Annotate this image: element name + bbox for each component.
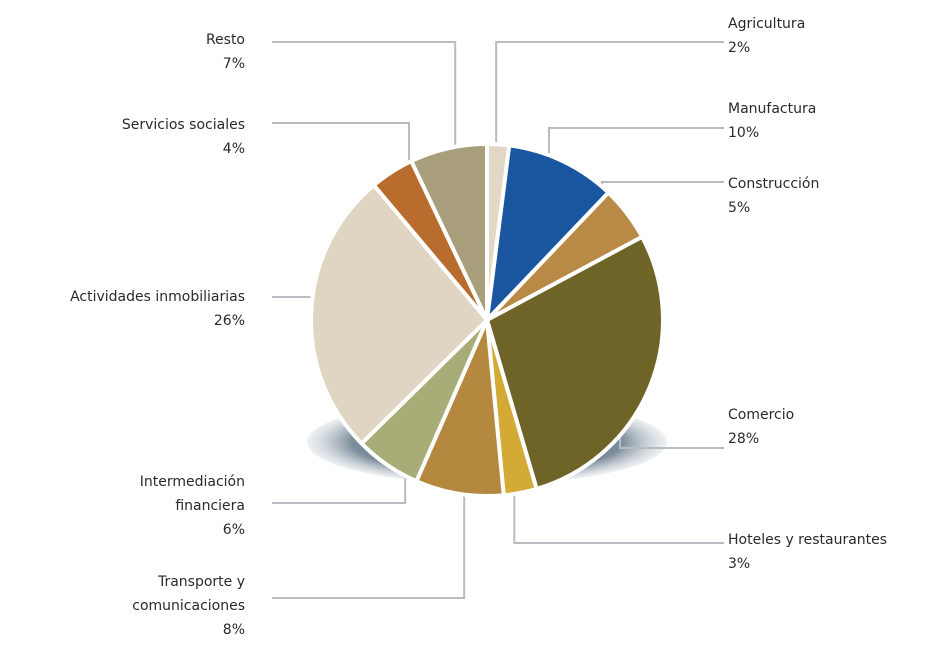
category-label: Construcción: [728, 176, 820, 192]
leader-line: [272, 41, 457, 180]
slice-label: Resto 7%: [15, 28, 245, 76]
slice-label: Agricultura 2%: [728, 12, 934, 60]
value-label: 3%: [728, 556, 751, 572]
slice-label: Manufactura 10%: [728, 97, 934, 145]
category-label: Transporte y comunicaciones: [132, 574, 245, 614]
pie-slice: [485, 234, 665, 491]
slices: [309, 142, 665, 498]
value-label: 26%: [213, 313, 245, 329]
value-label: 2%: [728, 40, 751, 56]
leader-line: [272, 462, 466, 599]
category-label: Servicios sociales: [121, 117, 245, 133]
pie-slice: [485, 143, 611, 322]
pie-slice: [409, 142, 489, 322]
slice-label: Actividades inmobiliarias 26%: [15, 285, 245, 333]
category-label: Actividades inmobiliarias: [70, 289, 245, 305]
slice-label: Servicios sociales 4%: [15, 113, 245, 161]
slice-label: Hoteles y restaurantes 3%: [728, 528, 934, 576]
value-label: 6%: [222, 522, 245, 538]
category-label: Resto: [205, 32, 245, 48]
value-label: 10%: [728, 125, 760, 141]
category-label: Intermediación financiera: [139, 474, 245, 514]
leader-line: [495, 41, 724, 176]
slice-label: Construcción 5%: [728, 172, 934, 220]
slice-label: Comercio 28%: [728, 403, 934, 451]
value-label: 5%: [728, 200, 751, 216]
value-label: 8%: [222, 622, 245, 638]
category-label: Agricultura: [728, 16, 806, 32]
pie-slice: [309, 183, 489, 446]
slice-label: Transporte y comunicaciones 8%: [15, 570, 245, 642]
value-label: 28%: [728, 431, 760, 447]
value-label: 7%: [222, 56, 245, 72]
category-label: Hoteles y restaurantes: [728, 532, 888, 548]
value-label: 4%: [222, 141, 245, 157]
category-label: Comercio: [728, 407, 795, 423]
slice-label: Intermediación financiera 6%: [15, 470, 245, 542]
category-label: Manufactura: [728, 101, 817, 117]
